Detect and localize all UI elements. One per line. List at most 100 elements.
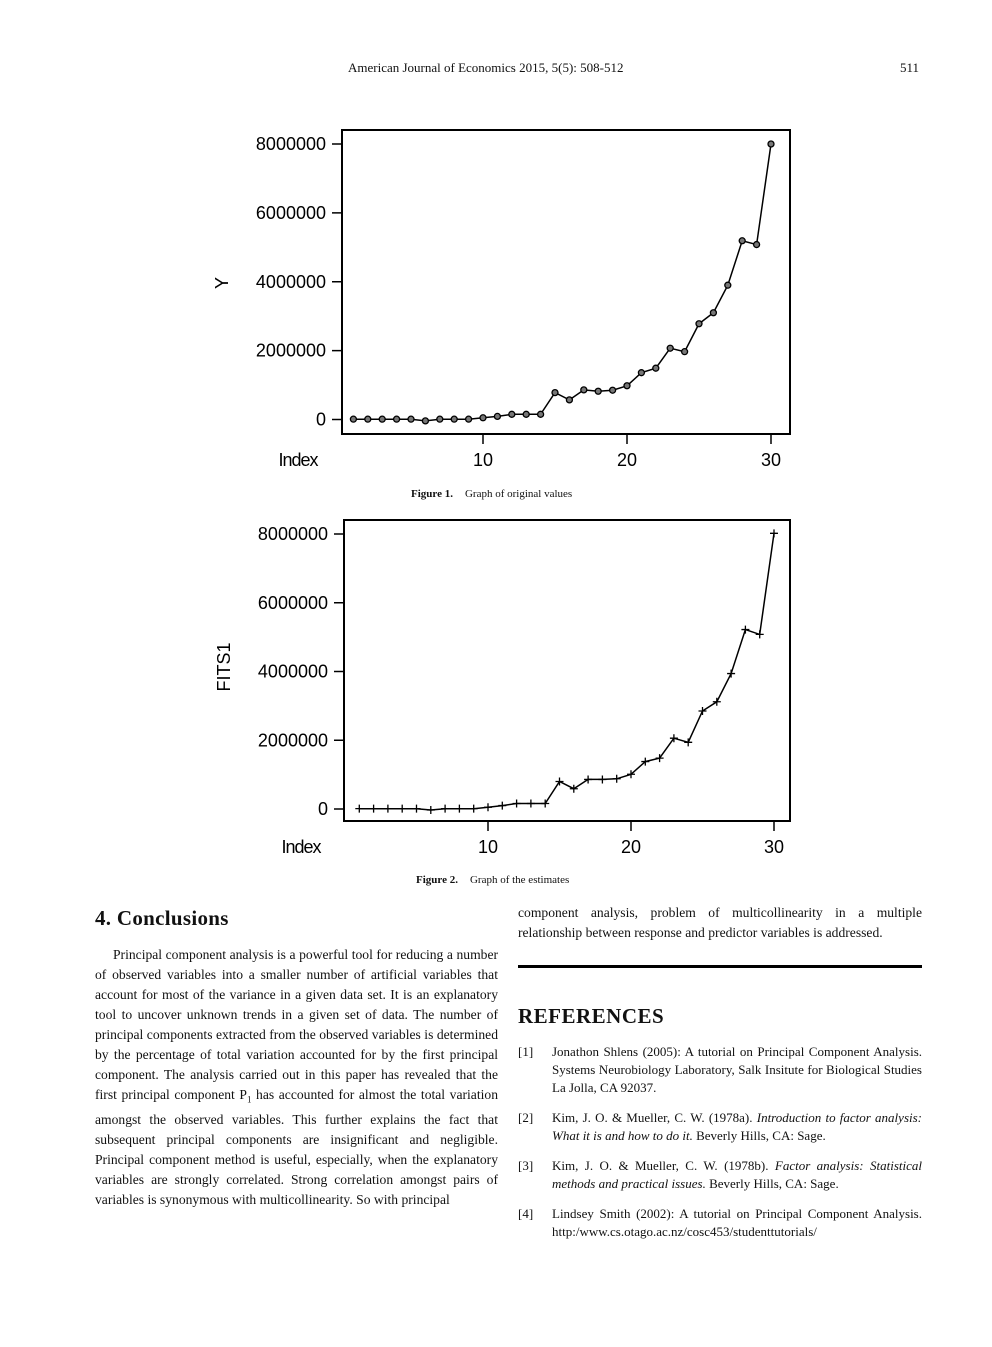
figure-2-label: Figure 2. bbox=[416, 874, 458, 886]
data-point bbox=[421, 417, 430, 425]
data-point bbox=[623, 382, 631, 390]
data-line bbox=[359, 533, 775, 811]
data-point bbox=[522, 410, 530, 418]
x-tick-label: 20 bbox=[617, 450, 637, 470]
data-point bbox=[669, 734, 678, 743]
conclusions-text-2: has accounted for almost the total varia… bbox=[95, 1087, 498, 1207]
data-point bbox=[484, 803, 492, 812]
figure-2-caption-text: Graph of the estimates bbox=[469, 874, 570, 886]
data-point bbox=[479, 414, 487, 422]
data-point bbox=[594, 387, 602, 395]
data-point bbox=[698, 707, 707, 716]
data-point bbox=[627, 770, 635, 779]
reference-number: [1] bbox=[518, 1044, 534, 1059]
data-point bbox=[608, 386, 617, 394]
data-point bbox=[584, 775, 593, 784]
data-point bbox=[508, 410, 516, 418]
y-tick-label: 6000000 bbox=[256, 203, 326, 223]
figure-1-caption-text: Graph of original values bbox=[464, 488, 573, 500]
reference-item: [1] Jonathon Shlens (2005): A tutorial o… bbox=[518, 1043, 922, 1097]
data-point bbox=[738, 237, 746, 245]
reference-item: [4] Lindsey Smith (2002): A tutorial on … bbox=[518, 1205, 922, 1241]
data-point bbox=[455, 804, 464, 813]
data-point bbox=[555, 777, 564, 786]
data-point bbox=[712, 697, 721, 706]
reference-text-main: Lindsey Smith (2002): A tutorial on Prin… bbox=[552, 1206, 922, 1239]
reference-text-main: Jonathon Shlens (2005): A tutorial on Pr… bbox=[552, 1044, 922, 1095]
y-tick-label: 8000000 bbox=[256, 134, 326, 154]
data-point bbox=[724, 281, 732, 289]
figure-2-caption: Figure 2. Graph of the estimates bbox=[416, 874, 569, 886]
data-point bbox=[378, 415, 386, 423]
reference-number: [3] bbox=[518, 1158, 534, 1173]
reference-publisher: Beverly Hills, CA: Sage. bbox=[705, 1176, 839, 1191]
data-point bbox=[770, 529, 778, 538]
page-number: 511 bbox=[900, 60, 920, 75]
data-point bbox=[727, 669, 736, 678]
y-tick-label: 4000000 bbox=[256, 272, 326, 292]
data-point bbox=[398, 804, 407, 813]
data-point bbox=[412, 804, 421, 813]
data-point bbox=[469, 804, 478, 813]
data-point bbox=[755, 630, 764, 639]
reference-text: Kim, J. O. & Mueller, C. W. (1978b). Fac… bbox=[552, 1157, 922, 1193]
section-divider bbox=[518, 965, 922, 968]
data-point bbox=[541, 799, 550, 808]
x-tick-label: 30 bbox=[761, 450, 781, 470]
data-point bbox=[684, 738, 693, 747]
running-head: American Journal of Economics 2015, 5(5)… bbox=[348, 60, 624, 75]
y-axis-label: Y bbox=[212, 277, 232, 289]
data-point bbox=[709, 309, 718, 317]
data-point bbox=[536, 410, 545, 418]
y-tick-label: 6000000 bbox=[258, 593, 328, 613]
reference-text: Jonathon Shlens (2005): A tutorial on Pr… bbox=[552, 1043, 922, 1097]
data-point bbox=[436, 415, 444, 423]
y-tick-label: 4000000 bbox=[258, 662, 328, 682]
figure-2-chart: 0 2000000 4000000 6000000 8000000 10 20 30 Index… bbox=[214, 519, 791, 857]
data-point bbox=[426, 806, 435, 815]
x-axis-label: Index bbox=[281, 837, 321, 857]
data-point bbox=[741, 625, 750, 634]
data-point bbox=[464, 415, 473, 423]
conclusions-text-1: Principal component analysis is a powerf… bbox=[95, 947, 498, 1102]
reference-number: [2] bbox=[518, 1110, 534, 1125]
data-point bbox=[752, 240, 761, 249]
data-point bbox=[392, 415, 401, 423]
data-point bbox=[551, 388, 559, 397]
y-axis-label: FITS1 bbox=[214, 642, 234, 691]
data-point bbox=[612, 774, 621, 783]
reference-publisher: Beverly Hills, CA: Sage. bbox=[692, 1128, 826, 1143]
conclusions-paragraph: Principal component analysis is a powerf… bbox=[95, 945, 498, 1210]
figure-1-caption: Figure 1. Graph of original values bbox=[411, 488, 572, 500]
data-point bbox=[655, 754, 664, 763]
data-point bbox=[569, 784, 578, 793]
y-tick-label: 0 bbox=[318, 799, 328, 819]
data-point bbox=[355, 804, 364, 813]
reference-text-main: Kim, J. O. & Mueller, C. W. (1978a). bbox=[552, 1110, 757, 1125]
data-point bbox=[767, 140, 775, 148]
x-tick-label: 10 bbox=[478, 837, 498, 857]
data-point bbox=[498, 801, 507, 810]
data-point bbox=[407, 415, 415, 423]
conclusions-heading: 4. Conclusions bbox=[95, 906, 229, 930]
reference-text-main: Kim, J. O. & Mueller, C. W. (1978b). bbox=[552, 1158, 775, 1173]
figure-1-label: Figure 1. bbox=[411, 488, 453, 500]
data-point bbox=[441, 804, 450, 813]
data-point bbox=[349, 415, 358, 423]
reference-text: Kim, J. O. & Mueller, C. W. (1978a). Int… bbox=[552, 1109, 922, 1145]
reference-list: [1] Jonathon Shlens (2005): A tutorial o… bbox=[518, 1043, 922, 1241]
data-point bbox=[580, 386, 588, 394]
reference-text: Lindsey Smith (2002): A tutorial on Prin… bbox=[552, 1205, 922, 1241]
data-point bbox=[641, 757, 650, 766]
data-point bbox=[450, 415, 458, 423]
y-tick-label: 0 bbox=[316, 410, 326, 430]
data-point bbox=[526, 799, 535, 808]
x-axis-label: Index bbox=[278, 450, 318, 470]
data-point bbox=[652, 364, 660, 372]
right-column: component analysis, problem of multicoll… bbox=[518, 903, 922, 1253]
data-point bbox=[364, 415, 372, 423]
data-point bbox=[637, 369, 646, 377]
reference-item: [3] Kim, J. O. & Mueller, C. W. (1978b).… bbox=[518, 1157, 922, 1193]
figure-1-chart: 0 2000000 4000000 6000000 8000000 10 20 30 Index… bbox=[212, 129, 791, 470]
references-heading: REFERENCES bbox=[518, 1004, 665, 1028]
